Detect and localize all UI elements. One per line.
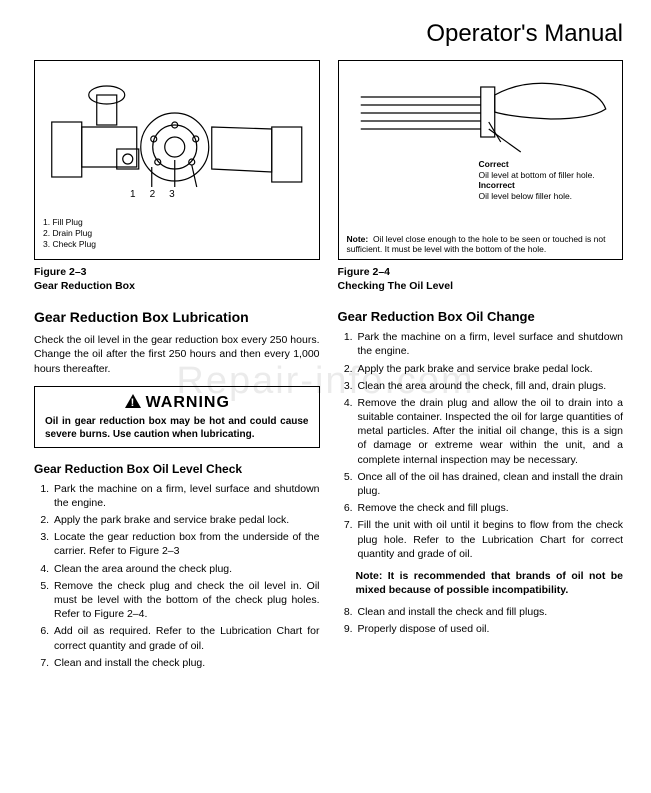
list-item: Clean the area around the check, fill an… — [356, 379, 624, 393]
list-item: Once all of the oil has drained, clean a… — [356, 470, 624, 498]
figure-2-4: Correct Oil level at bottom of filler ho… — [338, 60, 624, 260]
list-item: Add oil as required. Refer to the Lubric… — [52, 624, 320, 652]
section-lubrication-title: Gear Reduction Box Lubrication — [34, 309, 320, 325]
figure-legend: 1. Fill Plug 2. Drain Plug 3. Check Plug — [43, 217, 311, 250]
figure-row: 123 1. Fill Plug 2. Drain Plug 3. Check … — [34, 60, 623, 293]
figure-callouts: 123 — [130, 189, 189, 200]
list-item: Apply the park brake and service brake p… — [52, 513, 320, 527]
figure-2-3: 123 1. Fill Plug 2. Drain Plug 3. Check … — [34, 60, 320, 260]
oil-change-steps-a: Park the machine on a firm, level surfac… — [338, 330, 624, 561]
figure-2-3-label: Figure 2–3 Gear Reduction Box — [34, 266, 320, 293]
list-item: Clean and install the check plug. — [52, 656, 320, 670]
list-item: Clean and install the check and fill plu… — [356, 605, 624, 619]
page-header: Operator's Manual — [34, 20, 623, 48]
section-oil-change-title: Gear Reduction Box Oil Change — [338, 309, 624, 324]
oil-change-steps-b: Clean and install the check and fill plu… — [338, 605, 624, 636]
svg-text:!: ! — [130, 397, 135, 409]
correct-level: Correct Oil level at bottom of filler ho… — [479, 159, 595, 202]
oil-level-illustration — [347, 67, 615, 167]
list-item: Clean the area around the check plug. — [52, 562, 320, 576]
right-column: Gear Reduction Box Oil Change Park the m… — [338, 293, 624, 673]
oil-check-steps: Park the machine on a firm, level surfac… — [34, 482, 320, 670]
list-item: Park the machine on a firm, level surfac… — [52, 482, 320, 510]
list-item: Apply the park brake and service brake p… — [356, 362, 624, 376]
warning-header: ! WARNING — [45, 393, 309, 412]
list-item: Remove the check and fill plugs. — [356, 501, 624, 515]
warning-box: ! WARNING Oil in gear reduction box may … — [34, 386, 320, 448]
list-item: Park the machine on a firm, level surfac… — [356, 330, 624, 358]
figure-note: Note: Oil level close enough to the hole… — [347, 234, 615, 255]
list-item: Fill the unit with oil until it begins t… — [356, 518, 624, 561]
list-item: Locate the gear reduction box from the u… — [52, 530, 320, 558]
warning-text: Oil in gear reduction box may be hot and… — [45, 415, 309, 441]
list-item: Remove the drain plug and allow the oil … — [356, 396, 624, 467]
section-oil-check-title: Gear Reduction Box Oil Level Check — [34, 462, 320, 476]
warning-triangle-icon: ! — [124, 393, 142, 409]
figure-2-4-label: Figure 2–4 Checking The Oil Level — [338, 266, 624, 293]
text-columns: Gear Reduction Box Lubrication Check the… — [34, 293, 623, 673]
lubrication-text: Check the oil level in the gear reductio… — [34, 333, 320, 376]
oil-change-note: Note: It is recommended that brands of o… — [356, 569, 624, 597]
list-item: Remove the check plug and check the oil … — [52, 579, 320, 622]
list-item: Properly dispose of used oil. — [356, 622, 624, 636]
left-column: Gear Reduction Box Lubrication Check the… — [34, 293, 320, 673]
